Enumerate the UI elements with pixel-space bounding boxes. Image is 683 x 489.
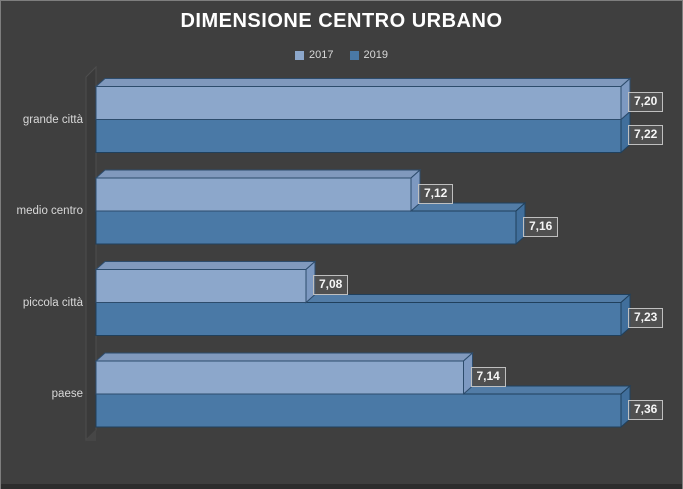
category-label-medio-centro[interactable]: medio centro xyxy=(16,205,83,217)
category-label-paese[interactable]: paese xyxy=(51,388,83,400)
legend-label-2017: 2017 xyxy=(309,49,334,61)
legend-item-2019[interactable]: 2019 xyxy=(349,49,388,61)
bar-2017-paese-top[interactable] xyxy=(94,352,474,362)
chart-title[interactable]: DIMENSIONE CENTRO URBANO xyxy=(180,10,503,32)
bar-2019-medio-centro[interactable] xyxy=(95,210,517,245)
value-label-2017-medio-centro[interactable]: 7,12 xyxy=(418,183,454,204)
legend-item-2017[interactable]: 2017 xyxy=(295,49,334,61)
legend-swatch-2017-icon xyxy=(295,50,305,60)
value-label-2019-medio-centro[interactable]: 7,16 xyxy=(523,216,559,237)
bar-2017-medio-centro[interactable] xyxy=(95,177,412,212)
bar-2017-piccola-città[interactable] xyxy=(95,269,307,303)
legend-label-2019: 2019 xyxy=(363,49,388,61)
bar-2017-grande-città[interactable] xyxy=(95,86,622,120)
bottom-edge xyxy=(1,484,682,489)
floor-wedge xyxy=(85,429,96,441)
legend-swatch-2019-icon xyxy=(349,50,359,60)
value-label-2017-piccola-città[interactable]: 7,08 xyxy=(313,275,349,295)
value-label-2019-paese[interactable]: 7,36 xyxy=(628,399,664,420)
bar-2019-paese[interactable] xyxy=(95,393,622,428)
bar-2017-paese[interactable] xyxy=(95,360,464,395)
value-label-2017-paese[interactable]: 7,14 xyxy=(470,366,506,387)
category-label-piccola-città[interactable]: piccola città xyxy=(22,296,83,309)
bar-2017-medio-centro-top[interactable] xyxy=(94,169,422,179)
value-label-2017-grande-città[interactable]: 7,20 xyxy=(628,92,664,112)
wall-side xyxy=(85,65,97,442)
bar-2017-grande-città-top[interactable] xyxy=(94,78,632,87)
bar-2017-piccola-città-top[interactable] xyxy=(94,261,317,270)
value-label-2019-grande-città[interactable]: 7,22 xyxy=(628,125,664,145)
value-label-2019-piccola-città[interactable]: 7,23 xyxy=(628,308,664,328)
legend: 2017 2019 xyxy=(1,49,682,61)
bar-2019-piccola-città[interactable] xyxy=(95,302,622,336)
category-label-grande-città[interactable]: grande città xyxy=(22,113,83,126)
bar-2019-grande-città[interactable] xyxy=(95,119,622,153)
